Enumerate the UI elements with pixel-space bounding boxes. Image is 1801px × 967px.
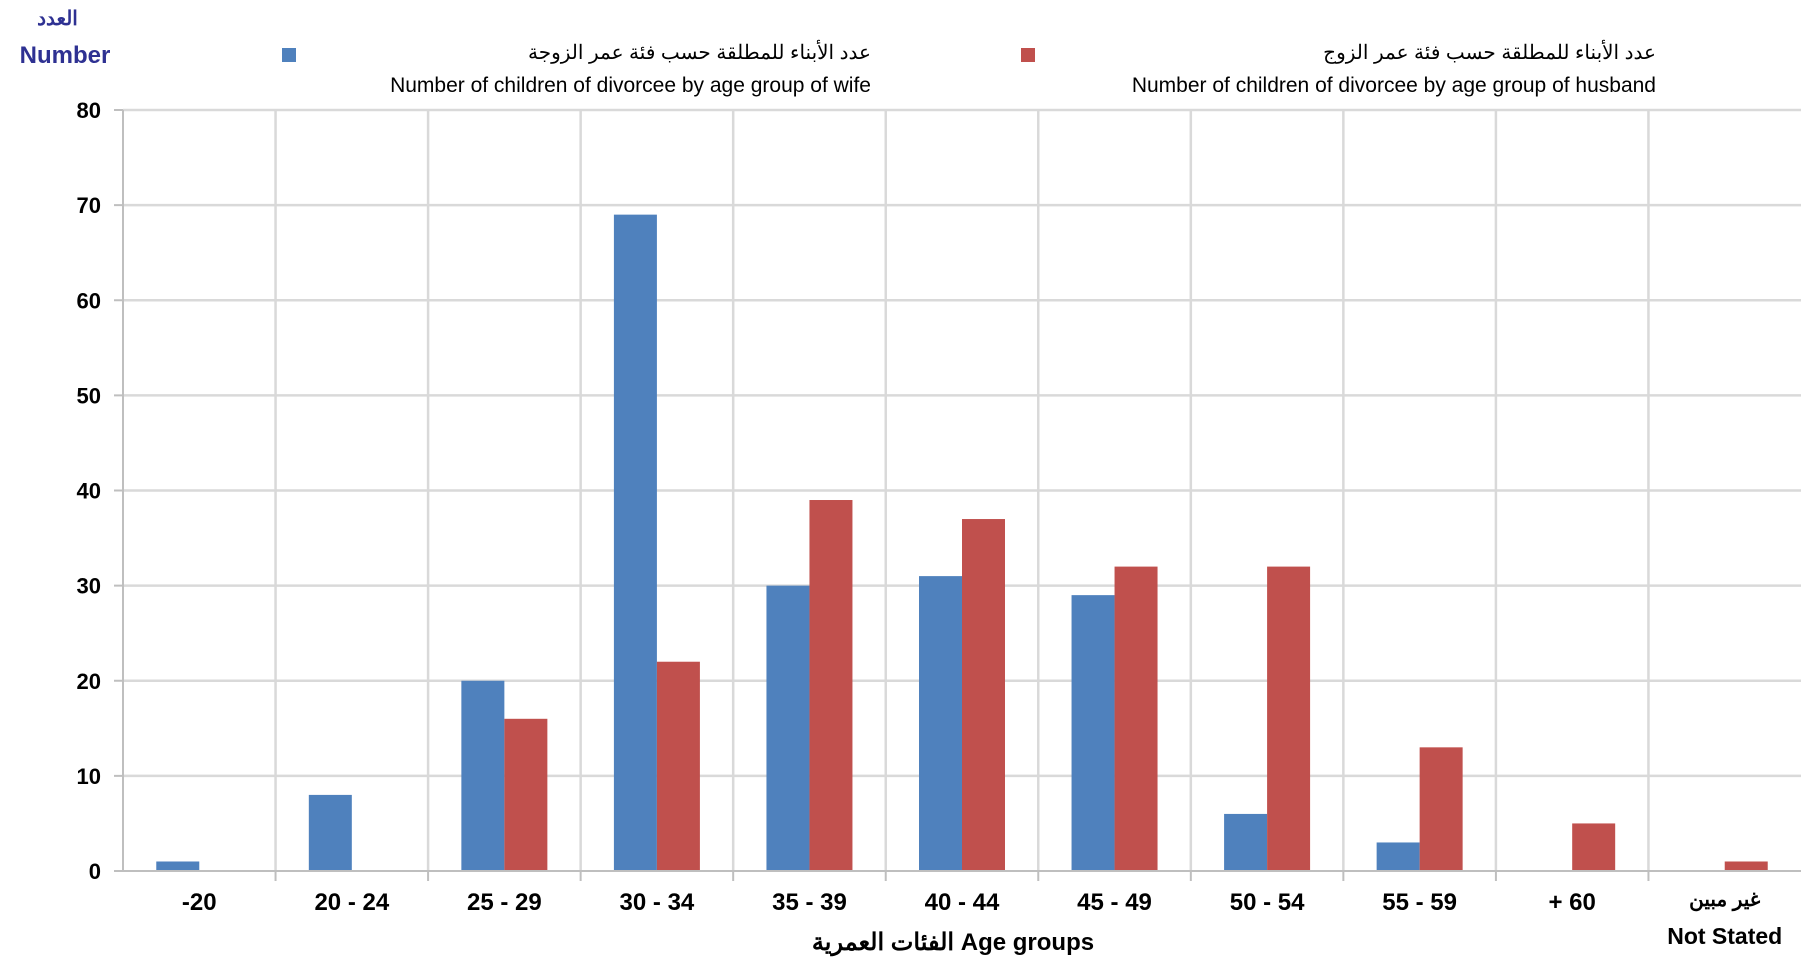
y-tick-label-10: 10 [77, 764, 101, 789]
bar-series0-4 [766, 585, 810, 871]
legend-label-husband: Number of children of divorcee by age gr… [1131, 74, 1656, 97]
bar-series1-7 [1267, 566, 1311, 871]
bar-series1-5 [962, 519, 1005, 871]
bar-series1-4 [809, 500, 853, 871]
y-tick-label-80: 80 [77, 98, 101, 123]
bar-series1-8 [1419, 747, 1463, 871]
legend-swatch-husband [1021, 48, 1035, 62]
legend-label-wife-arabic: عدد الأبناء للمطلقة حسب فئة عمر الزوجة [527, 42, 871, 64]
bar-series0-3 [613, 214, 657, 871]
y-tick-label-30: 30 [77, 574, 101, 599]
y-axis-title-arabic: العدد [37, 8, 78, 30]
x-tick-sublabel-10: Not Stated [1667, 923, 1782, 949]
bar-series0-6 [1071, 595, 1115, 871]
bar-series1-3 [656, 661, 700, 871]
x-tick-label-8: 55 - 59 [1382, 889, 1457, 916]
x-tick-label-0: -20 [182, 889, 217, 916]
y-tick-label-20: 20 [77, 669, 101, 694]
bar-series0-8 [1376, 842, 1420, 871]
y-tick-label-70: 70 [77, 193, 101, 218]
bar-series1-10 [1724, 861, 1768, 871]
y-tick-label-40: 40 [77, 479, 101, 504]
bar-series1-9 [1572, 823, 1616, 871]
y-tick-label-50: 50 [77, 383, 101, 408]
bar-series0-5 [919, 576, 962, 871]
bar-series0-2 [461, 680, 505, 871]
x-tick-label-2: 25 - 29 [467, 889, 542, 916]
axes [114, 109, 1801, 881]
y-tick-label-0: 0 [89, 859, 101, 884]
x-tick-label-7: 50 - 54 [1230, 889, 1305, 916]
gridlines [123, 108, 1801, 871]
legend-label-wife: Number of children of divorcee by age gr… [390, 74, 871, 97]
x-tick-label-3: 30 - 34 [620, 889, 695, 916]
x-axis-title: الفئات العمرية Age groups [811, 929, 1095, 956]
tick-labels: 0 10 20 30 40 50 60 70 80 -20 20 - 24 25 - 29 30 - 3… [77, 98, 1783, 949]
bar-series0-1 [308, 794, 352, 871]
y-axis-title: Number [19, 42, 111, 69]
x-tick-label-5: 40 - 44 [925, 889, 1000, 916]
bar-series1-6 [1114, 566, 1158, 871]
legend-label-husband-arabic: عدد الأبناء للمطلقة حسب فئة عمر الزوج [1323, 42, 1656, 64]
bar-series1-2 [504, 718, 548, 871]
y-tick-label-60: 60 [77, 288, 101, 313]
bars [156, 214, 1768, 871]
x-tick-label-6: 45 - 49 [1077, 889, 1152, 916]
bar-series0-7 [1224, 813, 1268, 871]
x-tick-label-4: 35 - 39 [772, 889, 847, 916]
x-tick-label-1: 20 - 24 [314, 889, 389, 916]
legend-swatch-wife [282, 48, 296, 62]
x-tick-label-10: غير مبين [1689, 889, 1761, 912]
bar-series0-0 [156, 861, 200, 871]
x-tick-label-9: + 60 [1548, 889, 1595, 916]
